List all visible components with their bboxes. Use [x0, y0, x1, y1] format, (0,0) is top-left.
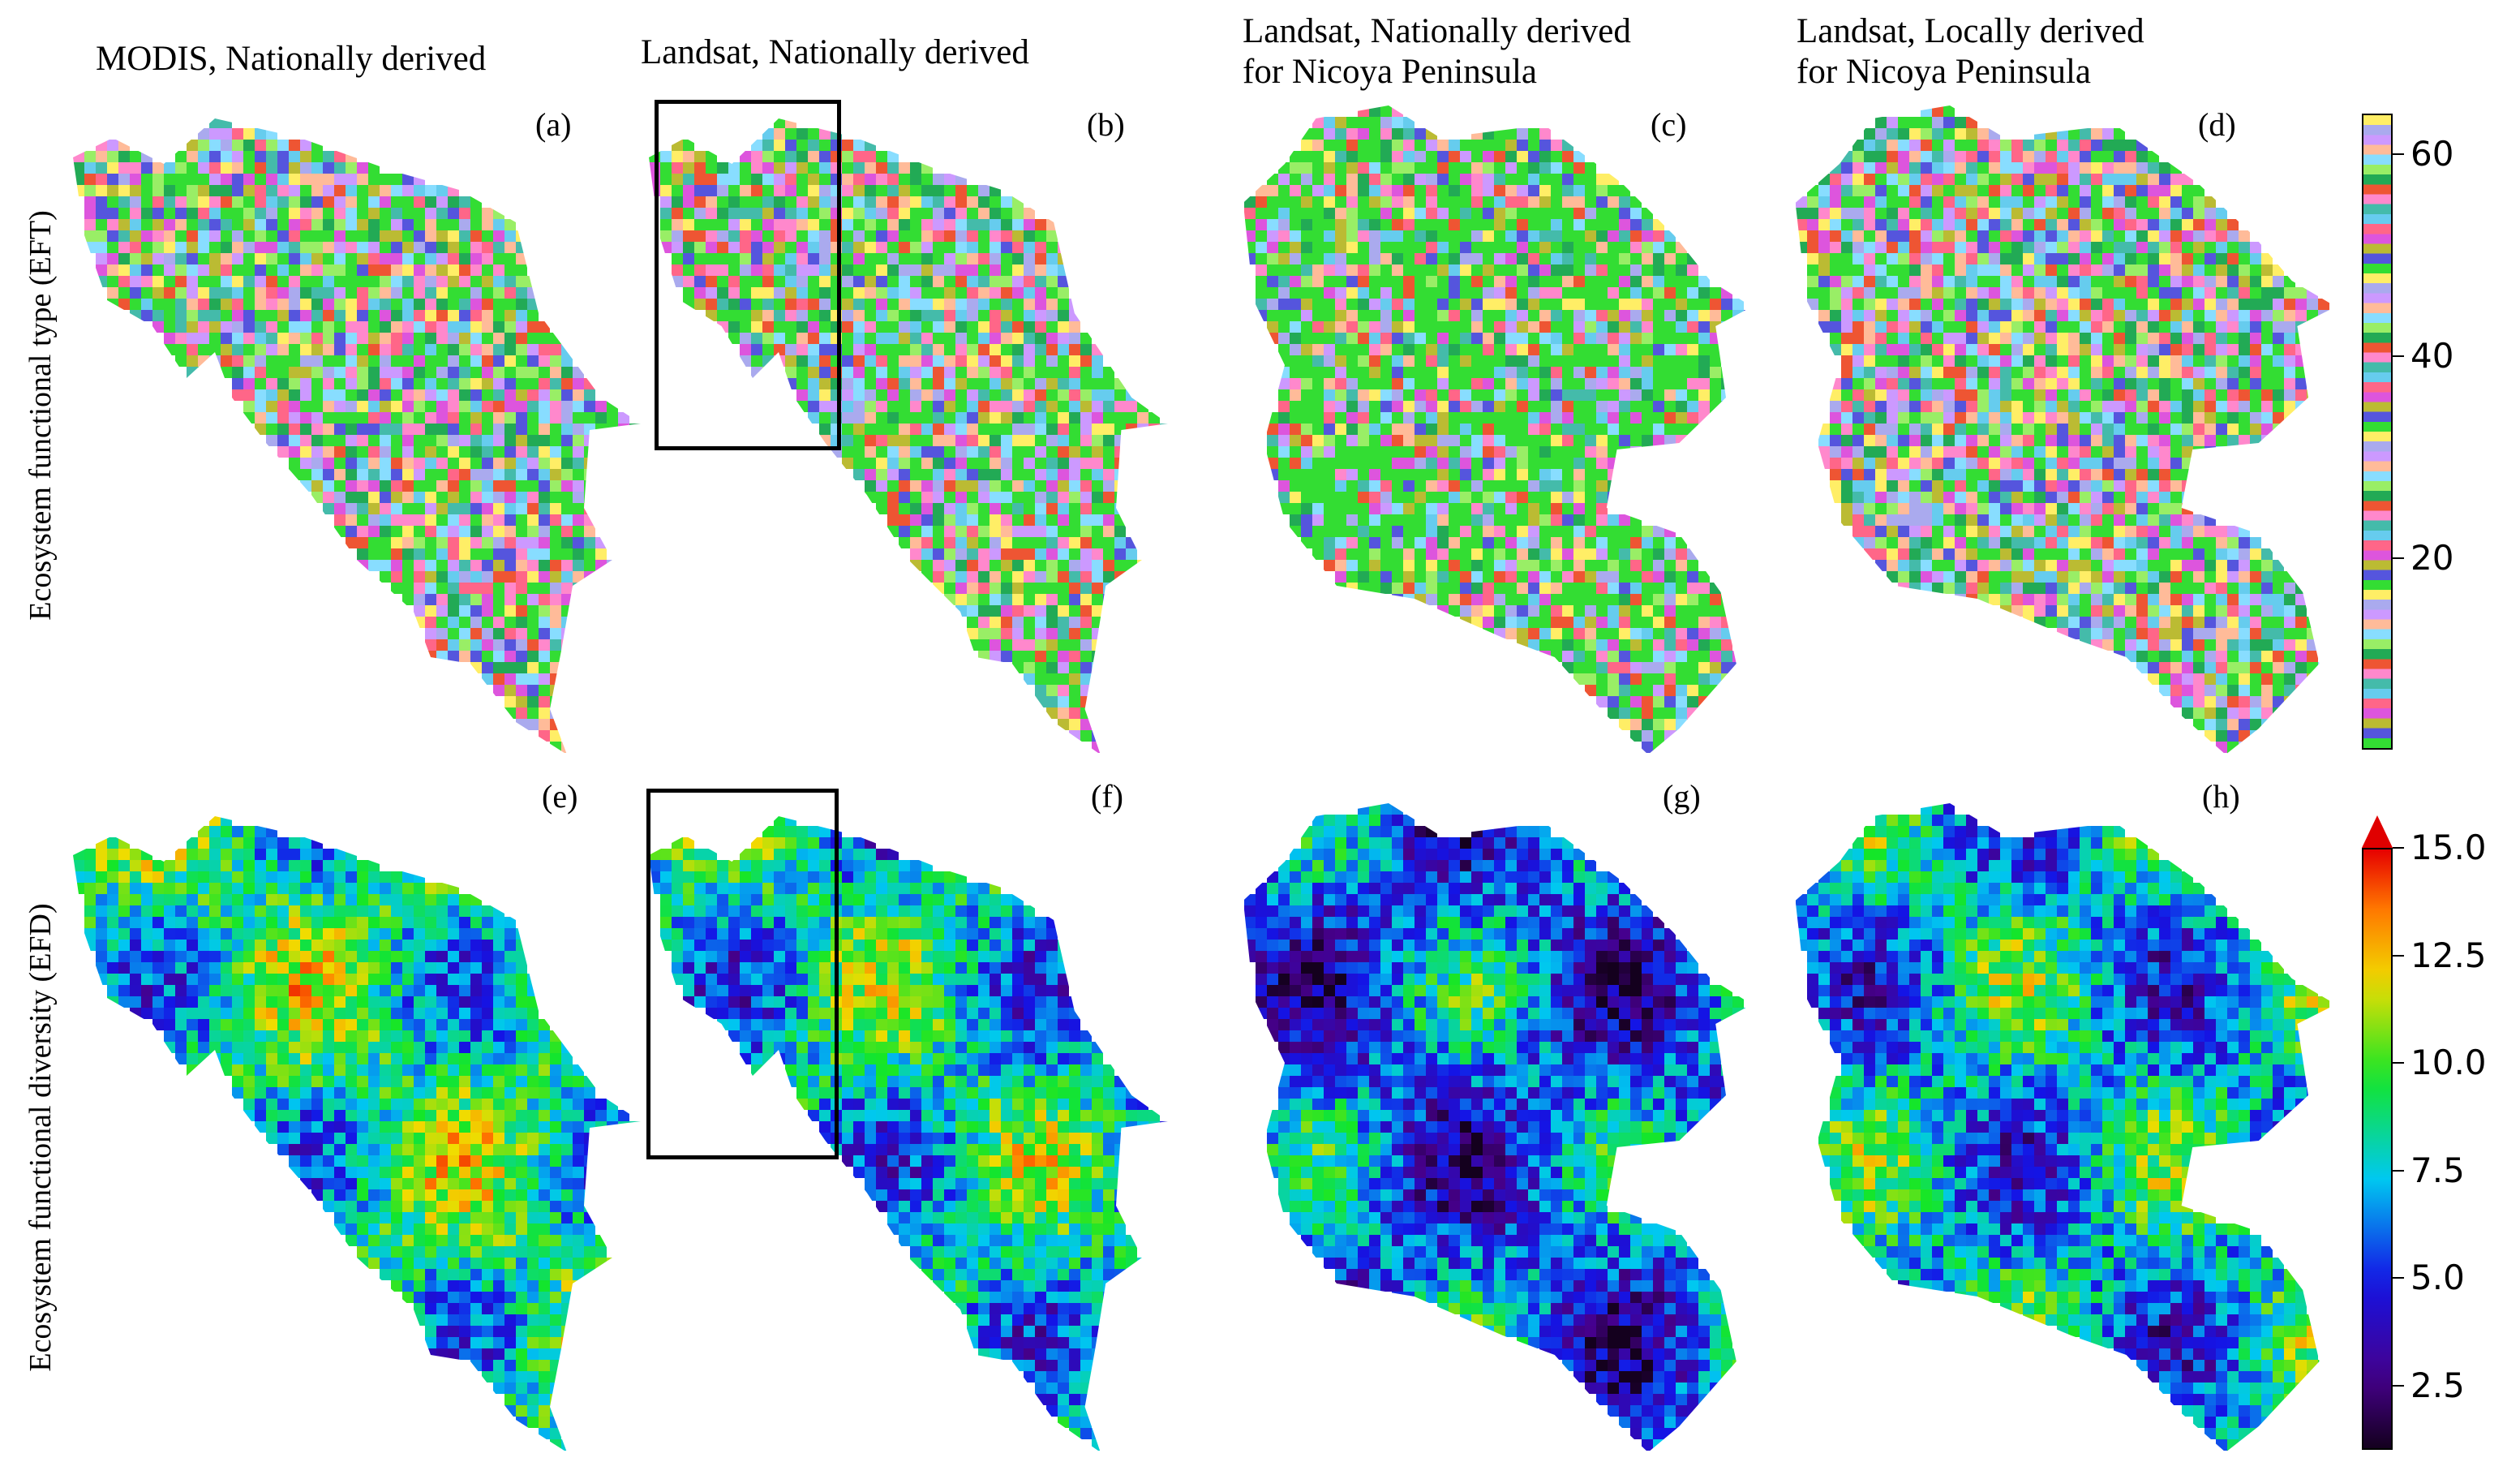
- eft-colorbar-tick-mark: [2393, 557, 2404, 559]
- map-efd-landsat-national-nicoya: [1233, 803, 1752, 1452]
- panel-label-g: (g): [1663, 778, 1701, 815]
- eft-colorbar-tick-label: 20: [2411, 537, 2454, 578]
- eft-colorbar-tick-mark: [2393, 355, 2404, 357]
- efd-colorbar-tick-mark: [2393, 954, 2404, 957]
- map-efd-landsat-national: [649, 803, 1168, 1452]
- eft-colorbar-tick-label: 60: [2411, 133, 2454, 174]
- column-title-modis-national: MODIS, Nationally derived: [96, 40, 487, 78]
- panel-label-c: (c): [1651, 106, 1687, 143]
- efd-colorbar-tick-mark: [2393, 1169, 2404, 1172]
- eft-colorbar-tick-mark: [2393, 153, 2404, 155]
- row-label-efd: Ecosystem functional diversity (EFD): [24, 903, 58, 1372]
- eft-colorbar: [2362, 114, 2393, 750]
- efd-colorbar-tick-label: 7.5: [2411, 1150, 2465, 1190]
- efd-colorbar-tick-label: 15.0: [2411, 828, 2487, 867]
- map-efd-landsat-local-nicoya: [1784, 803, 2336, 1452]
- map-eft-modis-national: [73, 105, 641, 755]
- map-eft-landsat-national: [649, 105, 1168, 755]
- map-efd-modis-national: [73, 803, 641, 1452]
- efd-colorbar-tick-label: 2.5: [2411, 1365, 2465, 1405]
- column-title-landsat-national: Landsat, Nationally derived: [641, 33, 1029, 71]
- panel-label-a: (a): [535, 106, 572, 143]
- panel-label-b: (b): [1087, 106, 1125, 143]
- efd-colorbar-tick-mark: [2393, 847, 2404, 849]
- panel-label-d: (d): [2198, 106, 2236, 143]
- eft-colorbar-tick-label: 40: [2411, 335, 2454, 376]
- panel-label-f: (f): [1091, 778, 1123, 815]
- efd-colorbar-tick-label: 5.0: [2411, 1258, 2465, 1297]
- map-eft-landsat-local-nicoya: [1784, 105, 2336, 755]
- map-eft-landsat-national-nicoya: [1233, 105, 1752, 755]
- nicoya-inset-box-eft: [655, 100, 841, 450]
- efd-colorbar-tick-mark: [2393, 1062, 2404, 1064]
- efd-colorbar-tick-label: 12.5: [2411, 935, 2487, 975]
- efd-colorbar-tick-mark: [2393, 1384, 2404, 1387]
- efd-colorbar-tick-label: 10.0: [2411, 1043, 2487, 1082]
- column-title-landsat-national-nicoya: Landsat, Nationally derived for Nicoya P…: [1243, 12, 1631, 91]
- efd-colorbar-extend-arrow: [2362, 815, 2393, 848]
- panel-label-e: (e): [542, 778, 578, 815]
- efd-colorbar: [2362, 848, 2393, 1450]
- nicoya-inset-box-efd: [646, 789, 839, 1159]
- column-title-landsat-local-nicoya: Landsat, Locally derived for Nicoya Peni…: [1797, 12, 2144, 91]
- efd-colorbar-tick-mark: [2393, 1277, 2404, 1279]
- panel-label-h: (h): [2202, 778, 2240, 815]
- row-label-eft: Ecosystem functional type (EFT): [24, 210, 58, 621]
